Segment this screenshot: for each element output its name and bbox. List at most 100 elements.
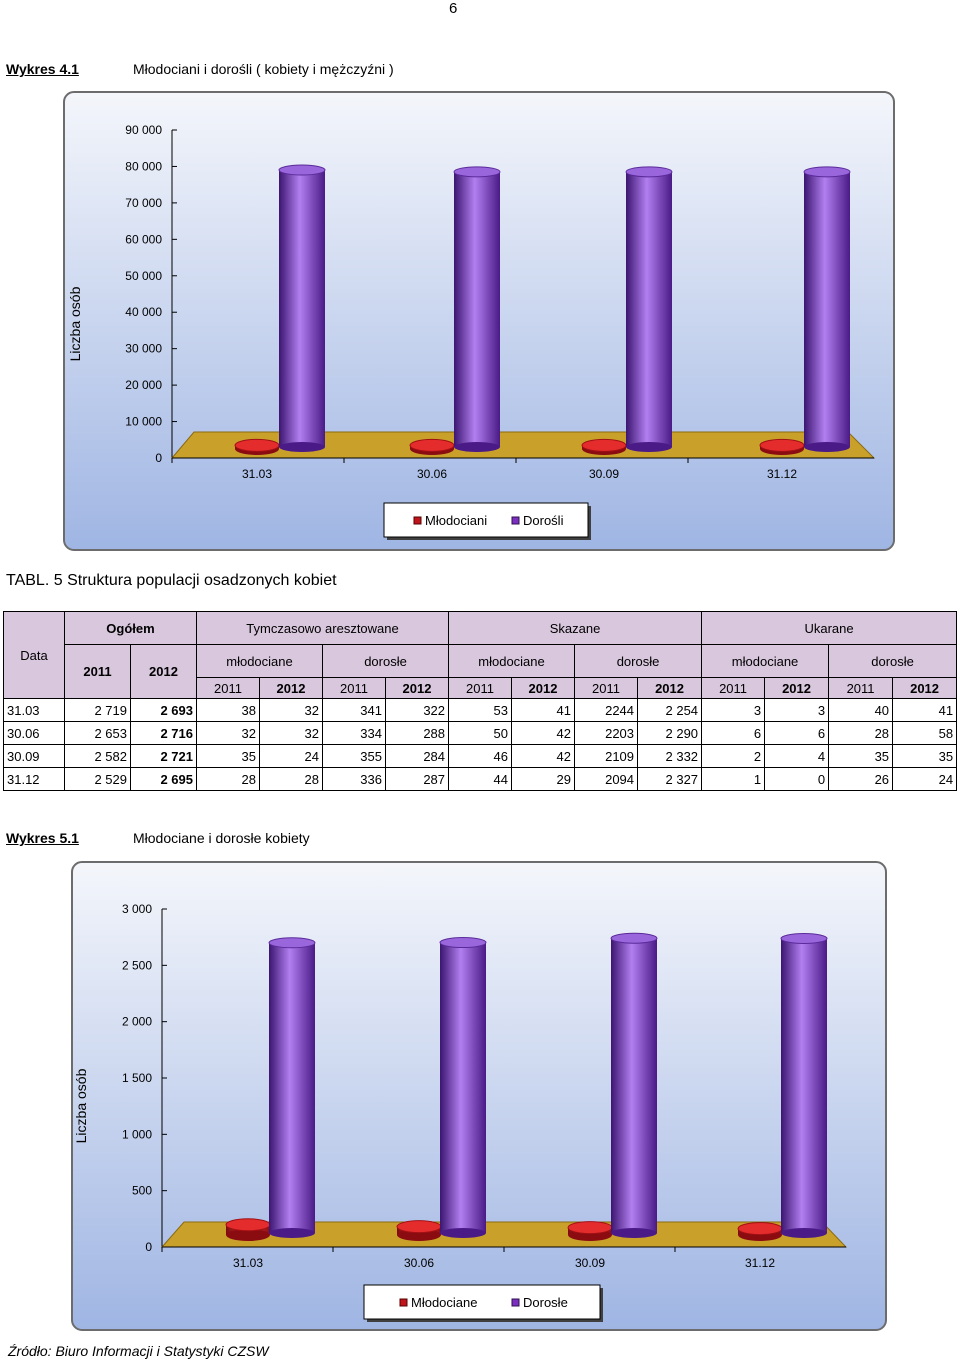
table-row: 31.03 2 719 2 693 38 32 341 322 53 41 2244 2 254 3 3…: [3, 698, 958, 722]
y-tick-label: 50 000: [125, 269, 162, 283]
table-cell: 24: [259, 744, 323, 768]
table-cell: 38: [196, 698, 260, 722]
year-header: 2011: [196, 677, 260, 699]
x-tick-label: 30.06: [404, 1256, 434, 1270]
table-cell: 2 582: [64, 744, 131, 768]
bar-adult-base: [626, 442, 672, 452]
col-tymczasowo: Tymczasowo aresztowane: [195, 611, 450, 645]
x-tick-label: 31.12: [767, 467, 797, 481]
figure1-caption: Wykres 4.1 Młodociani i dorośli ( kobiet…: [6, 61, 394, 77]
chart-adults-juveniles: 0 10 000 20 000 30 000 40 000 50 000 60 000 70 …: [63, 91, 895, 551]
bar-adult: [269, 942, 315, 1233]
y-tick-label: 20 000: [125, 378, 162, 392]
figure2-label: Wykres 5.1: [6, 830, 79, 846]
legend-label-adult: Dorośli: [523, 513, 564, 528]
legend-label-young: Młodociani: [425, 513, 487, 528]
x-tick-label: 30.06: [417, 467, 447, 481]
table-cell: 336: [322, 767, 386, 791]
table-cell: 46: [448, 744, 513, 768]
table-cell: 355: [322, 744, 386, 768]
table-cell: 2 716: [130, 721, 197, 745]
table-title: TABL. 5 Struktura populacji osadzonych k…: [6, 572, 337, 589]
bar-adult: [781, 938, 827, 1233]
table-cell: 32: [196, 721, 260, 745]
bar-adult-base: [279, 442, 325, 452]
bar-adult-top: [278, 164, 326, 176]
bar-adult-top: [610, 932, 658, 944]
y-tick-label: 2 000: [122, 1015, 152, 1029]
table-cell: 2 719: [64, 698, 131, 722]
table-cell: 2 332: [637, 744, 703, 768]
bar-adult-top: [780, 932, 828, 944]
table-cell: 26: [828, 767, 894, 791]
sub-dorosle: dorosłe: [828, 644, 958, 678]
bar-young-top: [581, 438, 627, 452]
table-cell: 41: [892, 698, 958, 722]
bar-adult-top: [268, 937, 316, 949]
year-header: 2011: [322, 677, 386, 699]
row-date: 31.12: [3, 767, 65, 791]
x-tick-label: 31.03: [242, 467, 272, 481]
bar-adult: [440, 942, 486, 1233]
y-axis-title: Liczba osób: [73, 1068, 89, 1143]
y-tick-label: 80 000: [125, 159, 162, 173]
sub-mlodociane: młodociane: [701, 644, 830, 678]
table-cell: 2 254: [637, 698, 703, 722]
table-cell: 2: [701, 744, 766, 768]
table-cell: 2 721: [130, 744, 197, 768]
legend-swatch-young: [413, 516, 422, 525]
bar-adult: [279, 170, 325, 447]
col-ogolem: Ogółem: [64, 611, 197, 645]
year-header: 2012: [764, 677, 830, 699]
y-tick-label: 90 000: [125, 123, 162, 137]
table-cell: 1: [701, 767, 766, 791]
table-cell: 287: [384, 767, 450, 791]
bar-young-top: [737, 1222, 783, 1236]
table-row: 30.06 2 653 2 716 32 32 334 288 50 42 2203 2 290 6 6…: [3, 721, 958, 745]
year-header: 2012: [384, 677, 450, 699]
ogolem-2011: 2011: [64, 644, 131, 699]
bar-adult-base: [781, 1228, 827, 1238]
table-cell: 288: [384, 721, 450, 745]
table-cell: 24: [892, 767, 958, 791]
table-cell: 2244: [574, 698, 639, 722]
table-row: 30.09 2 582 2 721 35 24 355 284 46 42 2109 2 332 2 4…: [3, 744, 958, 768]
y-tick-label: 0: [145, 1240, 152, 1254]
bar-adult-top: [803, 166, 851, 178]
figure1-label: Wykres 4.1: [6, 61, 79, 77]
legend-label-adult: Dorosłe: [523, 1295, 568, 1310]
table-cell: 35: [892, 744, 958, 768]
table-cell: 3: [764, 698, 830, 722]
y-tick-label: 3 000: [122, 902, 152, 916]
bar-young-top: [396, 1220, 442, 1234]
table-cell: 322: [384, 698, 450, 722]
bar-young-top: [409, 438, 455, 452]
table-cell: 2094: [574, 767, 639, 791]
y-tick-label: 0: [155, 451, 162, 465]
table-cell: 2 290: [637, 721, 703, 745]
bar-adult: [804, 171, 850, 447]
col-skazane: Skazane: [448, 611, 703, 645]
row-date: 31.03: [3, 698, 65, 722]
bar-adult-base: [269, 1228, 315, 1238]
table-cell: 2 693: [130, 698, 197, 722]
table-cell: 50: [448, 721, 513, 745]
year-header: 2011: [701, 677, 766, 699]
table-cell: 0: [764, 767, 830, 791]
legend-swatch-adult: [511, 516, 520, 525]
y-tick-label: 1 000: [122, 1127, 152, 1141]
x-tick-label: 30.09: [589, 467, 619, 481]
table-cell: 41: [511, 698, 576, 722]
bar-young-top: [567, 1221, 613, 1235]
bar-young-base: [226, 1229, 270, 1241]
table-cell: 341: [322, 698, 386, 722]
sub-dorosle: dorosłe: [574, 644, 703, 678]
ogolem-2012: 2012: [130, 644, 197, 699]
year-header: 2011: [574, 677, 639, 699]
bar-adult-base: [804, 442, 850, 452]
table-cell: 2 695: [130, 767, 197, 791]
table-cell: 284: [384, 744, 450, 768]
legend-swatch-adult: [511, 1298, 520, 1307]
col-data: Data: [3, 611, 65, 699]
table-cell: 42: [511, 744, 576, 768]
